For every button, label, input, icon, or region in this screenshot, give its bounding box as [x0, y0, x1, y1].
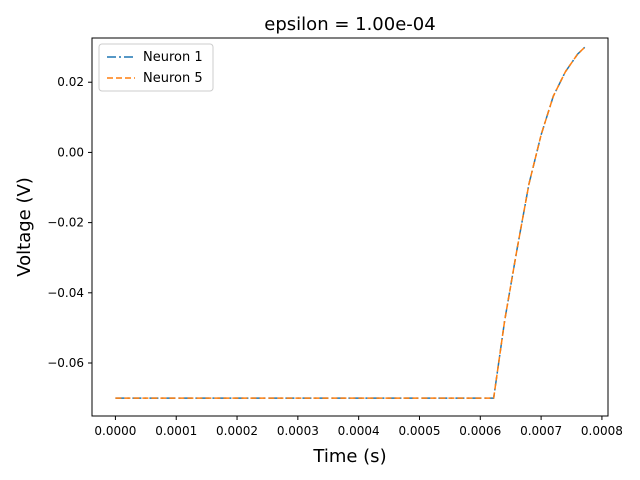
legend: Neuron 1 Neuron 5: [98, 43, 214, 92]
y-tick-label: −0.04: [47, 286, 84, 300]
x-tick-label: 0.0006: [459, 424, 501, 438]
legend-label-neuron-1: Neuron 1: [143, 50, 203, 65]
legend-box: [98, 43, 214, 92]
x-axis-ticks: 0.0000 0.0001 0.0002 0.0003 0.0004 0.0005 0.00…: [94, 416, 623, 438]
x-tick-label: 0.0005: [398, 424, 440, 438]
x-tick-label: 0.0001: [155, 424, 197, 438]
x-tick-label: 0.0000: [94, 424, 136, 438]
x-tick-label: 0.0008: [581, 424, 623, 438]
x-tick-label: 0.0003: [277, 424, 319, 438]
series-line-neuron-5: [115, 46, 586, 399]
x-tick-label: 0.0007: [520, 424, 562, 438]
y-tick-label: −0.06: [47, 356, 84, 370]
plot-area: [115, 46, 586, 399]
y-tick-label: 0.00: [57, 145, 84, 159]
y-tick-label: 0.02: [57, 75, 84, 89]
chart-title: epsilon = 1.00e-04: [264, 14, 435, 35]
x-axis-label: Time (s): [312, 446, 386, 467]
x-tick-label: 0.0002: [216, 424, 258, 438]
x-tick-label: 0.0004: [338, 424, 380, 438]
y-tick-label: −0.02: [47, 216, 84, 230]
y-axis-label: Voltage (V): [14, 177, 35, 277]
series-line-neuron-1: [115, 46, 586, 399]
legend-label-neuron-5: Neuron 5: [143, 71, 203, 86]
axes-frame: [91, 37, 609, 417]
y-axis-ticks: −0.06 −0.04 −0.02 0.00 0.02: [47, 75, 92, 370]
